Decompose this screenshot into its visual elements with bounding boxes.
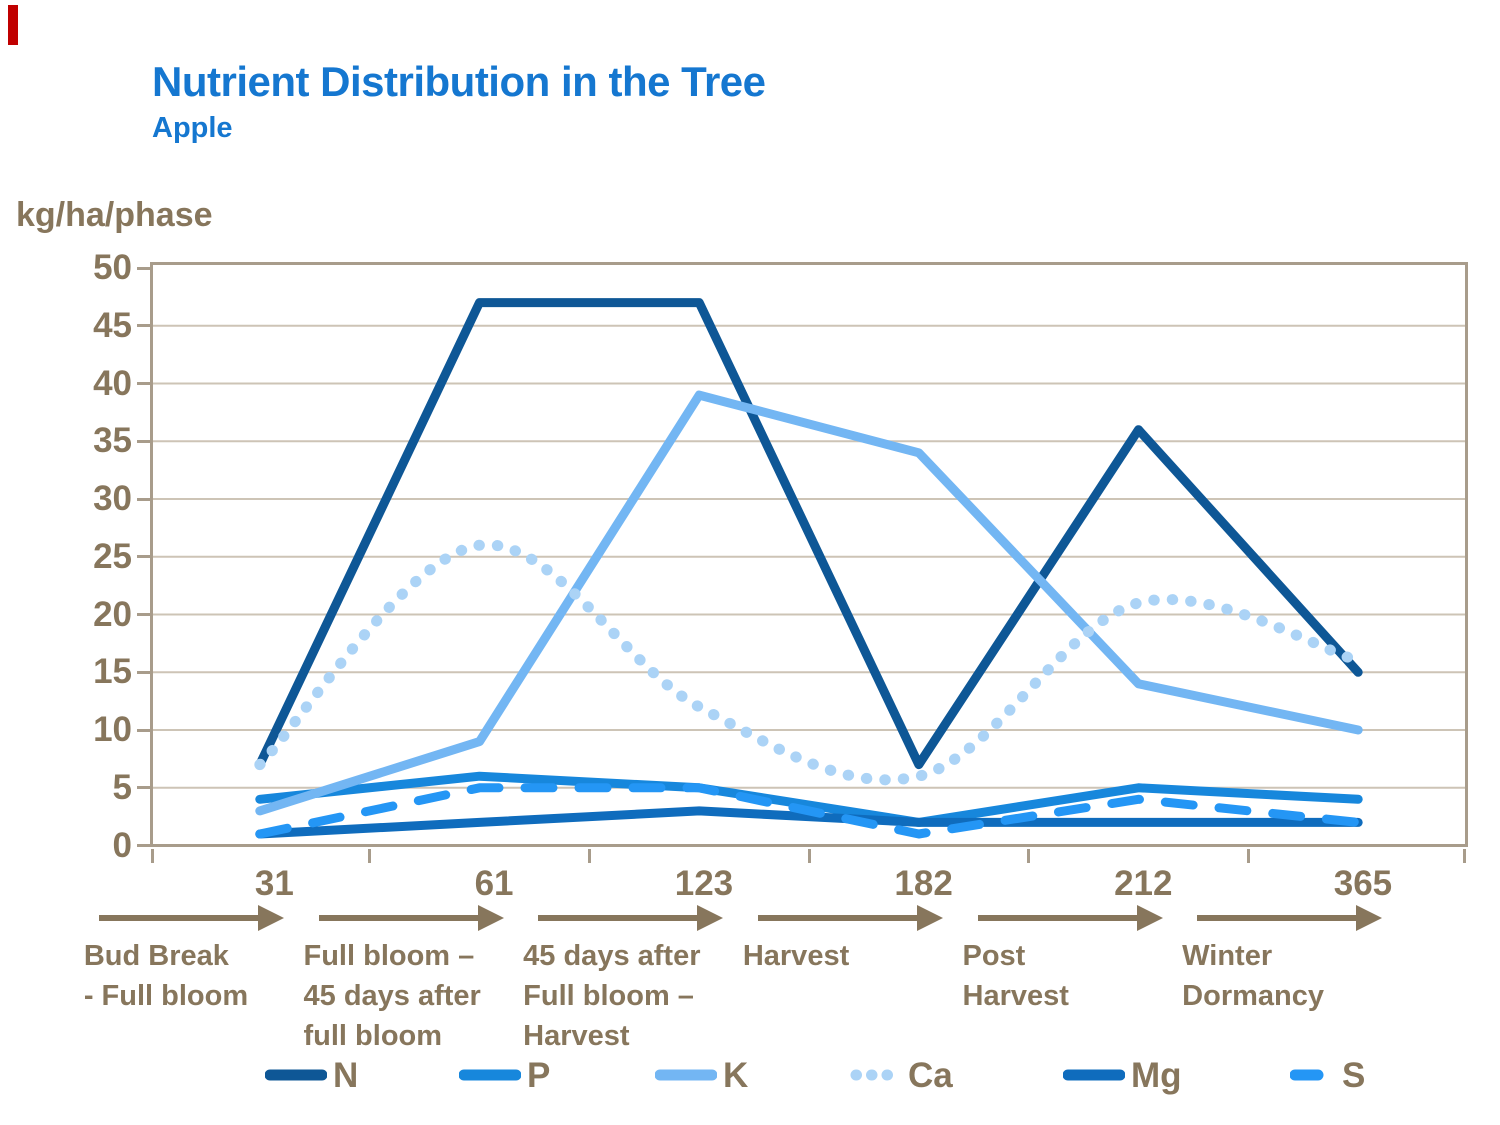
x-axis-tick-mark	[587, 849, 591, 863]
x-axis-tick-mark	[1246, 849, 1250, 863]
y-axis-unit-label: kg/ha/phase	[16, 196, 213, 234]
phase-arrow-head-icon	[1356, 905, 1383, 931]
y-axis-tick-label: 10	[93, 710, 132, 749]
y-axis-tick-label: 5	[112, 767, 132, 807]
phase-arrow-shaft	[318, 915, 481, 921]
phase-arrow-head-icon	[257, 905, 284, 931]
phase-arrow-shaft	[1197, 915, 1360, 921]
x-axis-day-label: 212	[1114, 864, 1173, 903]
x-axis-tick-mark	[368, 849, 372, 863]
y-axis-tick-label: 35	[93, 421, 132, 461]
y-axis-tick-mark	[137, 728, 151, 732]
legend-label-P: P	[527, 1056, 551, 1095]
series-line-Ca	[254, 539, 1364, 786]
y-axis-tick-mark	[137, 439, 151, 443]
y-axis-tick-label: 15	[93, 652, 132, 692]
legend-swatch-N	[264, 1068, 328, 1087]
y-axis-tick-label: 20	[93, 594, 132, 634]
chart-svg	[150, 262, 1468, 847]
x-axis-day-label: 123	[674, 864, 734, 903]
legend-label-S: S	[1342, 1056, 1366, 1095]
phase-arrow-head-icon	[1136, 905, 1163, 931]
x-axis-day-label: 31	[254, 864, 294, 903]
series-line-Mg	[255, 806, 1363, 839]
phase-label: 45 days after Full bloom – Harvest	[523, 940, 701, 1052]
y-axis-tick-mark	[137, 670, 151, 674]
legend-label-N: N	[333, 1056, 359, 1095]
y-axis-tick-label: 0	[112, 825, 132, 865]
y-axis-tick-mark	[137, 555, 151, 559]
plot-border	[150, 262, 1468, 847]
series-line-P	[255, 771, 1363, 827]
phase-label: Bud Break - Full bloom	[83, 940, 249, 1012]
legend-label-K: K	[723, 1056, 749, 1095]
legend-label-Mg: Mg	[1131, 1056, 1182, 1095]
phase-label: Full bloom – 45 days after full bloom	[303, 940, 481, 1052]
legend-swatch-Mg	[1062, 1068, 1126, 1087]
slide-accent-bar	[8, 5, 18, 45]
y-axis-tick-label: 40	[93, 363, 132, 403]
legend-label-Ca: Ca	[908, 1056, 953, 1095]
phase-arrow-shaft	[98, 915, 261, 921]
chart-title: Nutrient Distribution in the Tree	[152, 58, 766, 105]
phase-arrow-head-icon	[477, 905, 504, 931]
legend-swatch-K	[654, 1068, 718, 1087]
x-axis-day-label: 61	[474, 864, 514, 903]
y-axis-tick-mark	[137, 266, 151, 270]
y-axis-tick-mark	[137, 844, 151, 847]
y-axis-tick-mark	[137, 497, 151, 501]
phase-arrow-head-icon	[697, 905, 724, 931]
x-axis-tick-mark	[807, 849, 811, 863]
phase-arrow-shaft	[977, 915, 1140, 921]
legend-swatch-P	[458, 1068, 522, 1087]
x-axis-tick-mark	[1027, 849, 1031, 863]
y-axis-tick-mark	[137, 382, 151, 385]
y-axis-tick-label: 25	[93, 536, 132, 576]
y-axis-tick-label: 45	[93, 305, 132, 345]
series-line-S	[255, 783, 1363, 839]
phase-label: Harvest	[742, 940, 850, 972]
phase-label: Post Harvest	[962, 940, 1069, 1012]
phase-arrow-head-icon	[916, 905, 943, 931]
chart-subtitle: Apple	[152, 112, 233, 144]
y-axis-tick-mark	[137, 613, 151, 616]
series-line-K	[255, 390, 1363, 816]
phase-arrow-shaft	[538, 915, 701, 921]
y-axis-tick-mark	[137, 324, 151, 328]
x-axis-tick-mark	[150, 849, 154, 863]
plot-area	[150, 262, 1468, 847]
phase-arrow-shaft	[757, 915, 920, 921]
x-axis-tick-mark	[1462, 849, 1466, 863]
phase-label: Winter Dormancy	[1182, 940, 1324, 1012]
y-axis-tick-label: 50	[93, 248, 132, 287]
legend-swatch-S	[1289, 1068, 1324, 1087]
y-axis-tick-mark	[137, 786, 151, 790]
legend-swatch-Ca	[848, 1068, 910, 1087]
series-line-N	[255, 298, 1363, 770]
x-axis-day-label: 365	[1333, 864, 1393, 903]
x-axis-day-label: 182	[894, 864, 953, 903]
y-axis-tick-label: 30	[93, 479, 132, 518]
